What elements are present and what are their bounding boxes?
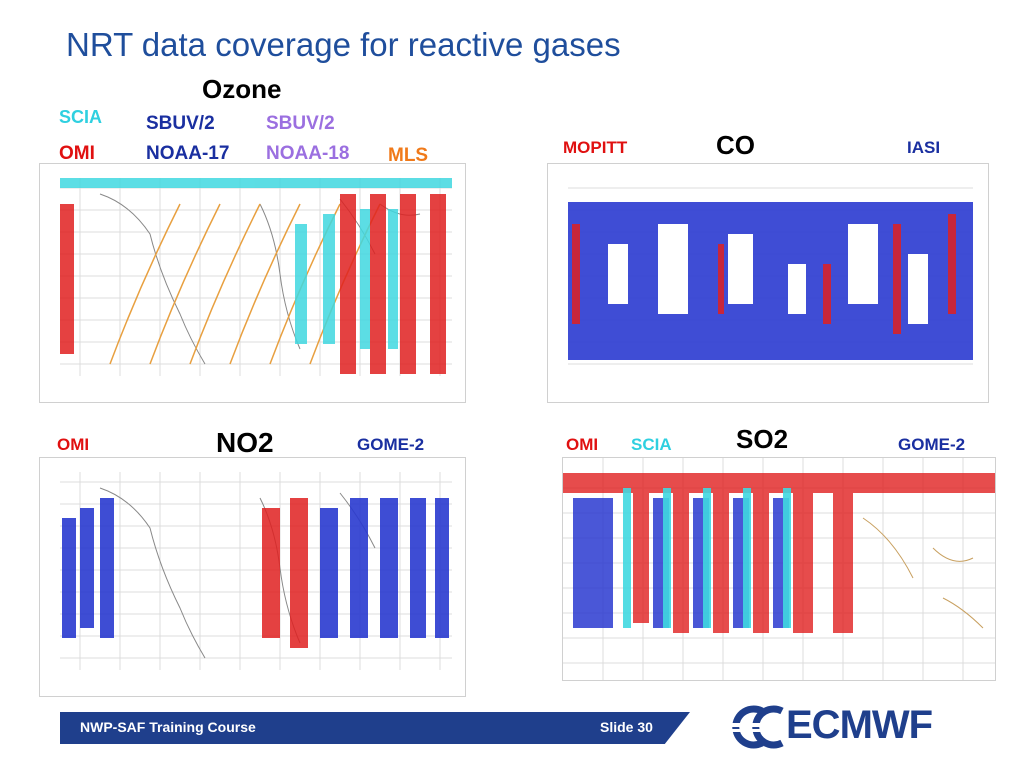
so2-label-scia: SCIA <box>631 435 672 454</box>
co-label-mopitt: MOPITT <box>563 138 628 157</box>
slide-number: Slide 30 <box>600 719 653 735</box>
no2-label-gome2: GOME-2 <box>357 435 425 454</box>
ozone-coverage-map <box>39 163 466 403</box>
footer-course-name: NWP-SAF Training Course <box>80 719 256 735</box>
no2-title: NO2 <box>216 427 274 458</box>
no2-map-image <box>60 472 452 670</box>
ozone-label-mls: MLS <box>388 145 429 166</box>
co-label-iasi: IASI <box>907 138 941 157</box>
ozone-label-sbuv18: SBUV/2 <box>266 113 335 134</box>
no2-coverage-map <box>39 457 466 697</box>
ozone-label-noaa17: NOAA-17 <box>146 143 230 164</box>
ozone-label-noaa18: NOAA-18 <box>266 143 350 164</box>
no2-label-omi: OMI <box>57 435 90 454</box>
ozone-title: Ozone <box>202 74 282 104</box>
co-map-image <box>568 187 973 365</box>
slide-title: NRT data coverage for reactive gases <box>66 26 621 63</box>
so2-label-omi: OMI <box>566 435 599 454</box>
so2-coverage-map <box>562 457 996 681</box>
ozone-label-sbuv17: SBUV/2 <box>146 113 215 134</box>
footer-bar <box>60 712 690 744</box>
ozone-map-image <box>60 178 452 376</box>
ecmwf-logo-text: ECMWF <box>786 703 933 747</box>
so2-label-gome2: GOME-2 <box>898 435 966 454</box>
ozone-label-scia: SCIA <box>59 107 103 127</box>
so2-title: SO2 <box>736 424 789 454</box>
so2-map-image <box>563 458 995 680</box>
ozone-label-omi: OMI <box>59 143 95 164</box>
co-coverage-map <box>547 163 989 403</box>
ecmwf-logo-icon <box>728 705 784 749</box>
co-title: CO <box>716 130 755 160</box>
